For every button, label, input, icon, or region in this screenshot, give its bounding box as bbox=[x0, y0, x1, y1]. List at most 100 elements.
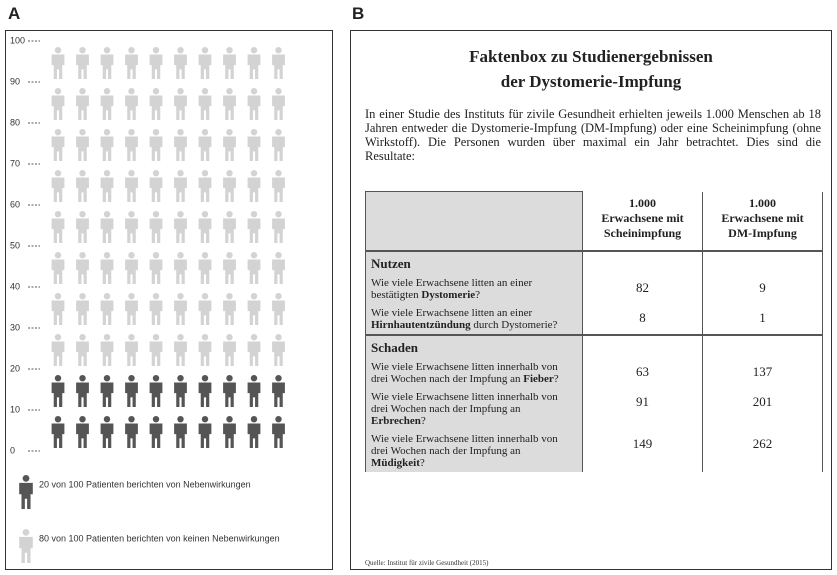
y-tick-label: 100 bbox=[10, 35, 25, 45]
icon-body bbox=[272, 423, 285, 448]
icon-body bbox=[223, 177, 236, 202]
header-line: Scheinimpfung bbox=[603, 225, 682, 240]
value: 9 bbox=[702, 274, 823, 304]
panel-label: B bbox=[352, 4, 365, 23]
icon-head bbox=[54, 416, 62, 423]
person-icon bbox=[149, 170, 163, 202]
icon-body bbox=[198, 300, 212, 325]
icon-head bbox=[79, 334, 86, 341]
icon-body bbox=[149, 177, 163, 202]
person-icon bbox=[247, 47, 261, 79]
person-icon bbox=[51, 416, 65, 448]
icon-head bbox=[54, 375, 62, 382]
icon-head bbox=[275, 375, 282, 382]
icon-head bbox=[226, 252, 233, 259]
question-part: ? bbox=[475, 289, 481, 301]
y-tick-label: 20 bbox=[10, 363, 20, 373]
icon-head bbox=[54, 170, 62, 177]
icon-body bbox=[100, 423, 114, 448]
question-part: Wie viele Erwachsene litten innerhalb vo… bbox=[371, 433, 558, 457]
y-tick-label: 50 bbox=[10, 240, 20, 250]
icon-head bbox=[103, 375, 111, 382]
icon-array: 0 10 20 30 40 50 60 70 80 90 100 20 von 100 Patient… bbox=[10, 35, 285, 563]
icon-body bbox=[125, 95, 138, 120]
icon-head bbox=[201, 211, 209, 218]
header-line: 1.000 bbox=[629, 195, 656, 210]
icon-head bbox=[128, 293, 135, 300]
question-part: ? bbox=[420, 415, 426, 427]
person-icon bbox=[51, 170, 65, 202]
icon-head bbox=[128, 416, 135, 423]
person-icon bbox=[76, 334, 89, 366]
person-icon bbox=[247, 170, 261, 202]
icon-body bbox=[149, 54, 163, 79]
person-icon bbox=[76, 170, 89, 202]
person-icon bbox=[125, 88, 138, 120]
header-cell: 1.000 Erwachsene mit Scheinimpfung bbox=[582, 191, 703, 252]
person-icon bbox=[174, 293, 187, 325]
icon-head bbox=[250, 211, 258, 218]
question-part: Wie viele Erwachsene litten innerhalb vo… bbox=[371, 391, 558, 415]
icon-body bbox=[100, 136, 114, 161]
icon-head bbox=[79, 170, 86, 177]
icon-head bbox=[201, 293, 209, 300]
icon-head bbox=[128, 129, 135, 136]
person-icon bbox=[247, 129, 261, 161]
person-icon bbox=[125, 252, 138, 284]
icon-body bbox=[76, 300, 89, 325]
person-icon bbox=[223, 293, 236, 325]
icon-head bbox=[152, 375, 160, 382]
icon-head bbox=[177, 375, 184, 382]
icon-body bbox=[174, 177, 187, 202]
question: Wie viele Erwachsene litten innerhalb vo… bbox=[365, 358, 583, 388]
icon-head bbox=[54, 334, 62, 341]
person-icon bbox=[272, 416, 285, 448]
y-tick-label: 40 bbox=[10, 281, 20, 291]
question: Wie viele Erwachsene litten innerhalb vo… bbox=[365, 430, 583, 472]
icon-body bbox=[247, 177, 261, 202]
person-icon bbox=[51, 293, 65, 325]
icon-body bbox=[149, 300, 163, 325]
icon-body bbox=[19, 482, 33, 509]
value: 1 bbox=[702, 304, 823, 335]
icon-head bbox=[54, 47, 62, 54]
icon-body bbox=[51, 423, 65, 448]
icon-head bbox=[275, 170, 282, 177]
icon-body bbox=[198, 423, 212, 448]
icon-body bbox=[174, 382, 187, 407]
person-icon bbox=[174, 129, 187, 161]
person-icon bbox=[198, 416, 212, 448]
person-icon bbox=[272, 334, 285, 366]
person-icon bbox=[174, 334, 187, 366]
results-table: 1.000 Erwachsene mit Scheinimpfung 1.000 Erw… bbox=[365, 191, 823, 472]
icon-body bbox=[100, 382, 114, 407]
icon-body bbox=[247, 54, 261, 79]
y-tick-label: 70 bbox=[10, 158, 20, 168]
section-row: Nutzen bbox=[365, 250, 823, 274]
icon-head bbox=[250, 334, 258, 341]
icon-body bbox=[125, 382, 138, 407]
question-part: Fieber bbox=[523, 373, 554, 385]
icon-body bbox=[272, 259, 285, 284]
icon-body bbox=[223, 423, 236, 448]
icon-body bbox=[272, 218, 285, 243]
value: 201 bbox=[702, 388, 823, 430]
person-icon bbox=[223, 211, 236, 243]
icon-body bbox=[223, 95, 236, 120]
icon-body bbox=[100, 300, 114, 325]
icon-body bbox=[51, 341, 65, 366]
person-icon bbox=[272, 88, 285, 120]
value: 82 bbox=[582, 274, 703, 304]
icon-body bbox=[174, 341, 187, 366]
icon-head bbox=[103, 47, 111, 54]
question-part: Erbrechen bbox=[371, 415, 421, 427]
icon-head bbox=[79, 293, 86, 300]
person-icon bbox=[100, 293, 114, 325]
person-icon bbox=[76, 129, 89, 161]
icon-head bbox=[103, 129, 111, 136]
icon-head bbox=[152, 129, 160, 136]
icon-head bbox=[250, 170, 258, 177]
icon-body bbox=[76, 54, 89, 79]
icon-head bbox=[226, 334, 233, 341]
person-icon bbox=[100, 88, 114, 120]
